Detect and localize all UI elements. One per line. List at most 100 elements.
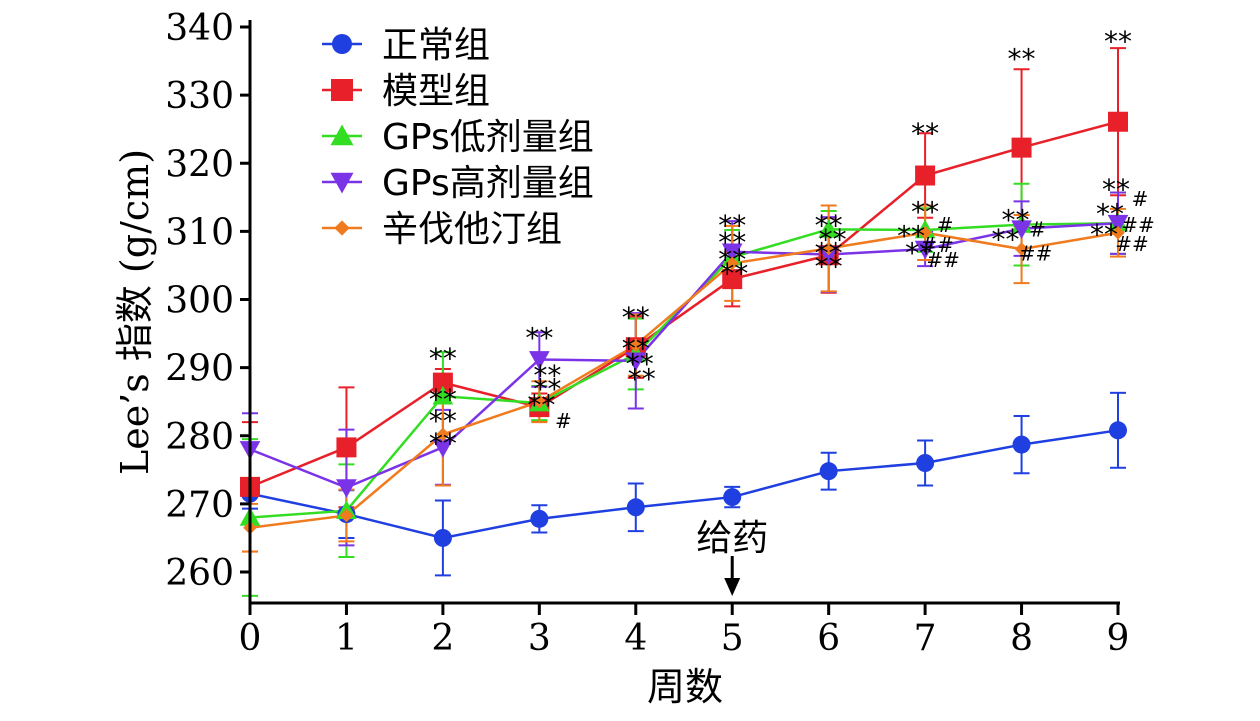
series-markers (239, 111, 1129, 547)
x-tick-label: 7 (914, 618, 937, 659)
x-axis-label: 周数 (647, 665, 723, 709)
x-tick-label: 5 (721, 618, 744, 659)
significance-label: ** (1102, 173, 1130, 206)
significance-label: ** (815, 236, 843, 269)
error-bars (242, 47, 1126, 597)
y-tick-label: 340 (165, 8, 234, 49)
legend-swatch-marker (330, 172, 354, 194)
y-axis-label: Lee’s 指数 (g/cm) (113, 149, 157, 475)
y-tick-label: 310 (165, 212, 234, 253)
series-3-point (625, 352, 647, 372)
series-1-point (1108, 111, 1128, 132)
series-4-point (1014, 242, 1029, 256)
legend-label: 正常组 (382, 25, 490, 66)
series-1-point (336, 437, 357, 458)
significance-label: ** (533, 373, 561, 406)
significance-label: ** (1008, 42, 1036, 75)
legend-label: 辛伐他汀组 (382, 209, 562, 250)
significance-label: ** (628, 362, 656, 395)
series-4-point (436, 427, 450, 442)
y-tick-label: 260 (165, 553, 234, 594)
significance-label: ** (1104, 25, 1132, 58)
series-3-point (818, 246, 840, 265)
significance-label: ** (527, 388, 555, 421)
series-1-point (432, 372, 453, 393)
significance-label: ** (429, 342, 457, 375)
series-3-point (914, 240, 936, 260)
series-4-line (249, 231, 1119, 529)
significance-label: ** (718, 226, 746, 259)
series-0-point (819, 462, 838, 481)
series-4-point (1111, 225, 1125, 240)
y-ticks: 260 270 280 290 300 310 320 330 340 (165, 8, 250, 594)
axes (248, 20, 1120, 605)
x-tick-label: 8 (1010, 618, 1033, 659)
x-ticks: 0 1 2 3 4 5 6 7 8 9 (239, 603, 1130, 659)
significance-label: ** (911, 117, 939, 150)
series-1-point (1011, 137, 1032, 158)
legend-swatch-marker (330, 124, 354, 146)
x-tick-label: 1 (335, 618, 358, 659)
significance-label: # (555, 409, 572, 433)
series-3-point (528, 351, 550, 370)
significance-label: # (937, 213, 954, 237)
x-tick-label: 9 (1107, 618, 1130, 659)
significance-label: ** (718, 243, 746, 276)
x-tick-label: 6 (817, 618, 840, 659)
significance-label: ** (622, 332, 650, 365)
dosing-arrow-head (724, 578, 741, 596)
dosing-annotation: 给药 (696, 518, 768, 596)
legend-label: 模型组 (382, 71, 490, 112)
legend-swatch-marker (331, 79, 353, 101)
x-tick-label: 3 (528, 618, 551, 659)
series-1-line (249, 120, 1119, 489)
significance-label: ** (897, 219, 925, 252)
series-4-point (339, 508, 354, 523)
significance-label: ** (525, 322, 553, 355)
series-0-point (916, 454, 935, 472)
series-4-point (725, 256, 740, 271)
series-2-point (432, 385, 454, 405)
significance-label: ** (626, 347, 654, 380)
series-0-point (723, 488, 742, 507)
significance-label: ** (718, 209, 746, 242)
series-1-point (915, 165, 936, 186)
significance-label: ** (1090, 218, 1118, 251)
legend-label: GPs低剂量组 (382, 117, 594, 158)
y-tick-label: 280 (165, 417, 234, 458)
significance-label: ** (622, 301, 650, 334)
series-0-point (530, 509, 549, 528)
significance-label: ** (911, 196, 939, 229)
y-tick-label: 300 (165, 281, 234, 322)
significance-label: ## (1115, 232, 1149, 256)
significance-label: ** (429, 427, 457, 460)
series-2-point (818, 218, 840, 238)
series-4-point (918, 225, 932, 240)
y-tick-label: 290 (165, 349, 234, 390)
series-3-point (1011, 220, 1032, 239)
x-tick-label: 2 (431, 618, 454, 659)
series-1-point (722, 269, 743, 290)
x-tick-label: 0 (239, 618, 262, 659)
series-3-line (249, 221, 1119, 489)
dosing-annotation-label: 给药 (696, 518, 768, 559)
series-4-point (821, 241, 836, 256)
y-tick-label: 330 (165, 76, 234, 117)
series-3-point (721, 243, 743, 263)
significance-label: ** (1096, 198, 1124, 231)
significance-label: ## (1121, 213, 1155, 237)
y-tick-label: 320 (165, 144, 234, 185)
series-3-point (432, 439, 454, 458)
significance-label: # (1132, 187, 1149, 211)
series-0-point (433, 528, 452, 547)
series-0-line (249, 429, 1119, 540)
series-3-point (1107, 214, 1129, 234)
significance-label: ** (429, 383, 457, 416)
significance-label: ** (533, 359, 561, 392)
x-tick-label: 4 (624, 618, 647, 659)
significance-label: ## (926, 248, 960, 272)
significance-label: ** (819, 223, 847, 256)
series-lines (249, 120, 1119, 540)
